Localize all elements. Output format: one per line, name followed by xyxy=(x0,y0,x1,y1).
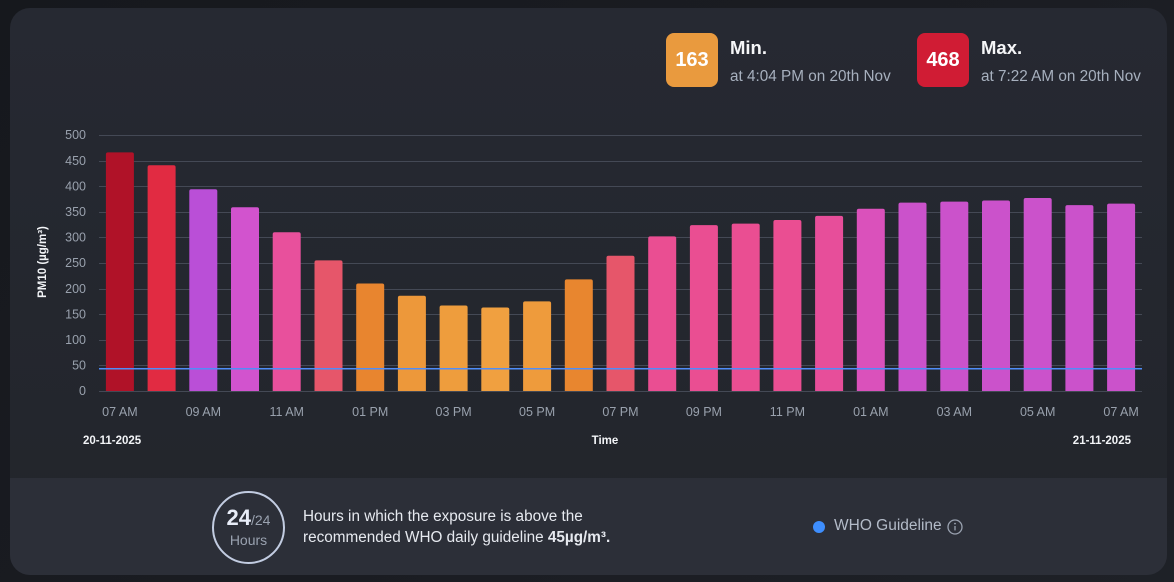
svg-text:03 PM: 03 PM xyxy=(436,405,472,419)
svg-text:09 PM: 09 PM xyxy=(686,405,722,419)
svg-text:500: 500 xyxy=(65,128,86,142)
svg-text:07 PM: 07 PM xyxy=(602,405,638,419)
svg-text:05 AM: 05 AM xyxy=(1020,405,1055,419)
svg-text:20-11-2025: 20-11-2025 xyxy=(83,435,142,447)
svg-text:PM10 (µg/m³): PM10 (µg/m³) xyxy=(37,226,49,298)
svg-text:07 AM: 07 AM xyxy=(102,405,137,419)
svg-text:05 PM: 05 PM xyxy=(519,405,555,419)
svg-text:100: 100 xyxy=(65,333,86,347)
svg-text:350: 350 xyxy=(65,205,86,219)
svg-text:21-11-2025: 21-11-2025 xyxy=(1073,435,1132,447)
svg-text:150: 150 xyxy=(65,307,86,321)
svg-text:11 AM: 11 AM xyxy=(269,405,304,419)
svg-text:11 PM: 11 PM xyxy=(770,405,805,419)
svg-text:07 AM: 07 AM xyxy=(1103,405,1138,419)
svg-text:400: 400 xyxy=(65,179,86,193)
svg-text:300: 300 xyxy=(65,231,86,245)
svg-text:50: 50 xyxy=(72,359,86,373)
svg-text:250: 250 xyxy=(65,256,86,270)
svg-text:200: 200 xyxy=(65,282,86,296)
svg-text:01 PM: 01 PM xyxy=(352,405,388,419)
svg-text:01 AM: 01 AM xyxy=(853,405,888,419)
svg-text:450: 450 xyxy=(65,154,86,168)
svg-text:Time: Time xyxy=(592,435,619,447)
svg-text:0: 0 xyxy=(79,384,86,398)
svg-text:09 AM: 09 AM xyxy=(186,405,221,419)
svg-text:03 AM: 03 AM xyxy=(937,405,972,419)
